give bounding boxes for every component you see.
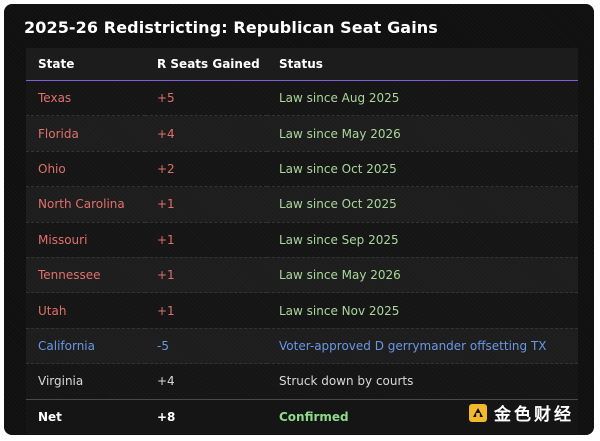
cell-status: Law since Nov 2025 [267,292,578,329]
cell-state: Utah [26,292,145,329]
cell-seats: +1 [145,257,267,294]
table-header-row: State R Seats Gained Status [26,48,578,81]
net-status: Confirmed [267,398,578,434]
cell-status: Law since Aug 2025 [267,80,578,117]
cell-seats: +2 [145,151,267,188]
chart-card: 2025-26 Redistricting: Republican Seat G… [4,4,594,435]
cell-state: Missouri [26,222,145,258]
cell-state: Ohio [26,151,145,188]
cell-state: Tennessee [26,257,145,294]
table-row: Texas +5 Law since Aug 2025 [26,80,578,117]
cell-status: Law since May 2026 [267,257,578,294]
cell-seats: +5 [145,80,267,117]
cell-seats: -5 [145,328,267,365]
table-row: Missouri +1 Law since Sep 2025 [26,222,578,258]
watermark: 金色财经 [468,400,574,425]
column-header-status: Status [267,48,578,81]
column-header-state: State [26,48,145,81]
table-row: North Carolina +1 Law since Oct 2025 [26,186,578,223]
cell-status: Law since Sep 2025 [267,222,578,258]
table-body: Texas +5 Law since Aug 2025 Florida +4 Law si… [26,80,578,400]
cell-status: Law since Oct 2025 [267,186,578,223]
cell-state: Virginia [26,363,145,400]
cell-status: Struck down by courts [267,363,578,400]
table-row: Ohio +2 Law since Oct 2025 [26,151,578,188]
net-label: Net [26,398,145,434]
cell-seats: +4 [145,115,267,152]
cell-status: Voter-approved D gerrymander offsetting … [267,328,578,365]
net-total-row: Net +8 Confirmed [26,398,578,434]
jinse-logo-icon [469,403,487,422]
cell-state: California [26,328,145,365]
table-row: Florida +4 Law since May 2026 [26,115,578,152]
table-row: Virginia +4 Struck down by courts [26,363,578,400]
cell-seats: +1 [145,292,267,329]
cell-seats: +1 [145,186,267,223]
table-row: California -5 Voter-approved D gerrymander… [26,328,578,365]
cell-seats: +1 [145,222,267,258]
cell-seats: +4 [145,363,267,400]
chart-title: 2025-26 Redistricting: Republican Seat G… [24,18,438,37]
table-row: Utah +1 Law since Nov 2025 [26,292,578,329]
cell-status: Law since May 2026 [267,115,578,152]
cell-status: Law since Oct 2025 [267,151,578,188]
cell-state: Texas [26,80,145,117]
cell-state: Florida [26,115,145,152]
table-row: Tennessee +1 Law since May 2026 [26,257,578,294]
redistricting-table: State R Seats Gained Status Texas +5 Law s… [26,48,578,434]
watermark-text: 金色财经 [494,405,574,425]
column-header-seats: R Seats Gained [145,48,267,81]
net-seats: +8 [145,398,267,434]
cell-state: North Carolina [26,186,145,223]
